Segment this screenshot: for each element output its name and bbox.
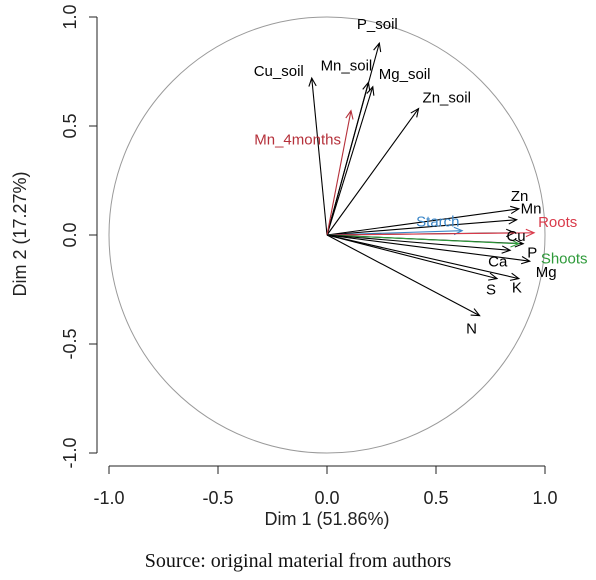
vector-label-mg-soil: Mg_soil [379, 66, 431, 83]
vector-label-mg: Mg [536, 264, 557, 281]
vector-label-n: N [466, 321, 477, 338]
x-tick-label: 1.0 [532, 488, 557, 508]
arrowhead [520, 255, 532, 265]
x-axis-label: Dim 1 (51.86%) [264, 509, 389, 529]
vector-label-k: K [512, 280, 522, 297]
y-tick-label: -1.0 [60, 437, 80, 468]
vector-label-roots: Roots [538, 214, 577, 231]
vector-mn-soil [326, 82, 369, 236]
arrowhead [362, 81, 371, 92]
arrowhead [366, 85, 375, 96]
arrowhead [308, 76, 317, 87]
variable-vectors [308, 41, 536, 317]
vector-s [326, 234, 498, 280]
vector-label-p-soil: P_soil [357, 16, 398, 33]
arrowhead [470, 308, 481, 317]
arrowhead [410, 107, 420, 118]
vector-label-mn-4months: Mn_4months [254, 132, 341, 149]
vector-mg [326, 234, 530, 262]
vector-shoots [326, 234, 519, 245]
vector-n [326, 234, 480, 317]
arrowhead [345, 109, 354, 120]
vector-roots [326, 232, 535, 236]
y-tick-label: -0.5 [60, 328, 80, 359]
unit-circle [108, 16, 546, 454]
pca-chart: -1.0 -0.5 0.0 0.5 1.0 -1.0 -0.5 0.0 0.5 1.0 P_soi… [10, 4, 588, 529]
vector-zn-soil [326, 108, 420, 236]
x-tick-label: -0.5 [202, 488, 233, 508]
vector-zn [326, 208, 519, 236]
y-tick-label: 0.5 [60, 113, 80, 138]
variable-labels: P_soil Mn_soil Cu_soil Mg_soil Zn_soil Mn_4mo… [254, 16, 588, 338]
y-tick-label: 1.0 [60, 4, 80, 29]
arrowhead [501, 245, 512, 254]
arrowhead [510, 239, 521, 248]
vector-ca [326, 234, 511, 251]
vector-label-mn: Mn [521, 201, 542, 218]
vector-label-cu: Cu [506, 228, 525, 245]
arrowhead [373, 41, 382, 53]
vector-label-starch: Starch [416, 214, 459, 231]
vector-label-mn-soil: Mn_soil [321, 57, 373, 74]
x-tick-label: -1.0 [93, 488, 124, 508]
y-axis-label: Dim 2 (17.27%) [10, 171, 30, 296]
vector-mg-soil [326, 86, 374, 236]
vector-cu-soil [311, 77, 328, 236]
y-tick-label: 0.0 [60, 222, 80, 247]
arrowhead [509, 272, 521, 281]
arrowhead [514, 239, 525, 248]
vector-label-zn-soil: Zn_soil [423, 90, 471, 107]
arrowhead [510, 205, 521, 215]
vector-k [326, 234, 519, 280]
vector-label-shoots: Shoots [541, 251, 588, 268]
x-tick-label: 0.0 [314, 488, 339, 508]
vector-label-s: S [486, 282, 496, 299]
vector-label-cu-soil: Cu_soil [254, 63, 304, 80]
vector-mn [326, 219, 517, 236]
vector-label-p: P [527, 245, 537, 262]
x-tick-label: 0.5 [423, 488, 448, 508]
arrowhead [488, 272, 499, 281]
source-caption: Source: original material from authors [144, 550, 452, 572]
vector-label-zn: Zn [511, 188, 529, 205]
vector-label-ca: Ca [488, 253, 508, 270]
arrowhead [525, 228, 536, 238]
axes: -1.0 -0.5 0.0 0.5 1.0 -1.0 -0.5 0.0 0.5 1.0 [60, 4, 558, 508]
vector-mn-4months [326, 110, 352, 236]
arrowhead [507, 216, 519, 225]
